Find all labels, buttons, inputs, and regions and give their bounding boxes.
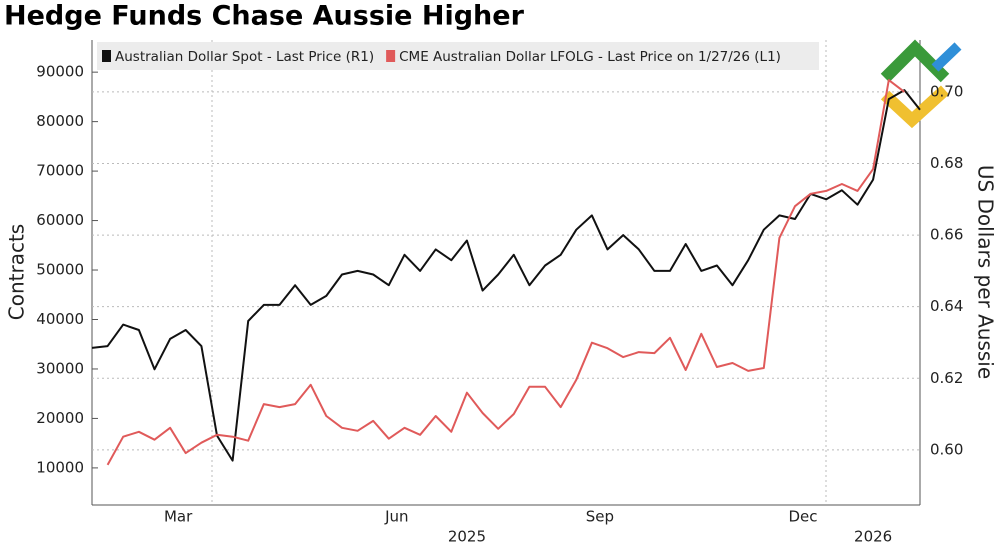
y2-tick-label: 0.60 <box>930 440 963 458</box>
series-line <box>106 79 906 466</box>
y-tick-label: 20000 <box>36 409 84 427</box>
x-group-label: 2026 <box>854 528 892 545</box>
y-tick-label: 60000 <box>36 211 84 229</box>
y-tick-label: 30000 <box>36 359 84 377</box>
y-axis-label: Contracts <box>5 224 29 320</box>
y-tick-label: 40000 <box>36 310 84 328</box>
x-group-label: 2025 <box>448 528 486 545</box>
chart-title: Hedge Funds Chase Aussie Higher <box>4 1 525 32</box>
x-tick-label: Dec <box>789 508 818 526</box>
y-tick-label: 70000 <box>36 162 84 180</box>
series-line <box>91 89 921 462</box>
logo <box>880 39 962 129</box>
y-tick-label: 10000 <box>36 458 84 476</box>
legend-label: CME Australian Dollar LFOLG - Last Price… <box>399 49 781 65</box>
y2-axis-label: US Dollars per Aussie <box>974 165 998 379</box>
x-tick-label: Sep <box>586 508 614 526</box>
y-tick-label: 80000 <box>36 112 84 130</box>
legend-label: Australian Dollar Spot - Last Price (R1) <box>115 49 374 65</box>
legend-box <box>97 42 819 70</box>
x-tick-label: Jun <box>384 508 408 526</box>
legend-swatch <box>386 50 396 62</box>
legend-swatch <box>102 50 111 62</box>
y-tick-label: 90000 <box>36 63 84 81</box>
y2-tick-label: 0.62 <box>930 369 963 387</box>
y-tick-label: 50000 <box>36 261 84 279</box>
y2-tick-label: 0.64 <box>930 297 963 315</box>
y2-tick-label: 0.68 <box>930 154 963 172</box>
y2-tick-label: 0.70 <box>930 82 963 100</box>
x-tick-label: Mar <box>164 508 193 526</box>
y2-tick-label: 0.66 <box>930 226 963 244</box>
